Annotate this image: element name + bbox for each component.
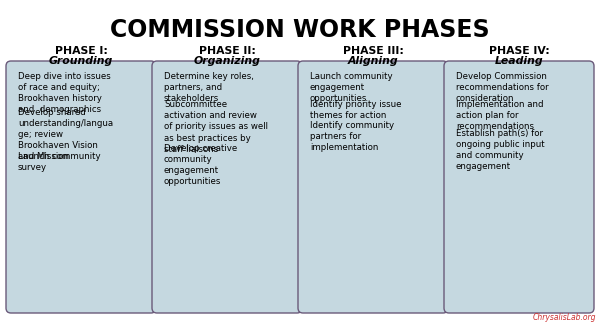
Text: PHASE I:: PHASE I: <box>55 46 107 56</box>
Text: Leading: Leading <box>494 56 544 66</box>
Text: Establish path(s) for
ongoing public input
and community
engagement: Establish path(s) for ongoing public inp… <box>456 128 545 171</box>
FancyBboxPatch shape <box>444 61 594 313</box>
Text: Determine key roles,
partners, and
stakeholders: Determine key roles, partners, and stake… <box>164 72 254 103</box>
Text: Develop shared
understanding/langua
ge; review
Brookhaven Vision
and Mission: Develop shared understanding/langua ge; … <box>18 108 113 161</box>
Text: Implementation and
action plan for
recommendations: Implementation and action plan for recom… <box>456 100 544 131</box>
Text: PHASE II:: PHASE II: <box>199 46 256 56</box>
Text: Subcommittee
activation and review
of priority issues as well
as best practices : Subcommittee activation and review of pr… <box>164 100 268 154</box>
Text: Develop Commission
recommendations for
consideration: Develop Commission recommendations for c… <box>456 72 548 103</box>
Text: Organizing: Organizing <box>194 56 260 66</box>
FancyBboxPatch shape <box>6 61 156 313</box>
Text: Develop creative
community
engagement
opportunities: Develop creative community engagement op… <box>164 144 237 186</box>
Text: Launch community
engagement
opportunities: Launch community engagement opportunitie… <box>310 72 392 103</box>
Text: Aligning: Aligning <box>347 56 398 66</box>
Text: Identify priority issue
themes for action: Identify priority issue themes for actio… <box>310 100 401 120</box>
Text: Launch community
survey: Launch community survey <box>18 152 101 172</box>
Text: PHASE III:: PHASE III: <box>343 46 403 56</box>
Text: Deep dive into issues
of race and equity;
Brookhaven history
and  demographics: Deep dive into issues of race and equity… <box>18 72 111 114</box>
Text: Grounding: Grounding <box>49 56 113 66</box>
Text: Identify community
partners for
implementation: Identify community partners for implemen… <box>310 121 394 152</box>
FancyBboxPatch shape <box>152 61 302 313</box>
Text: PHASE IV:: PHASE IV: <box>488 46 550 56</box>
Text: ChrysalisLab.org: ChrysalisLab.org <box>533 313 596 322</box>
Text: COMMISSION WORK PHASES: COMMISSION WORK PHASES <box>110 18 490 42</box>
FancyBboxPatch shape <box>298 61 448 313</box>
